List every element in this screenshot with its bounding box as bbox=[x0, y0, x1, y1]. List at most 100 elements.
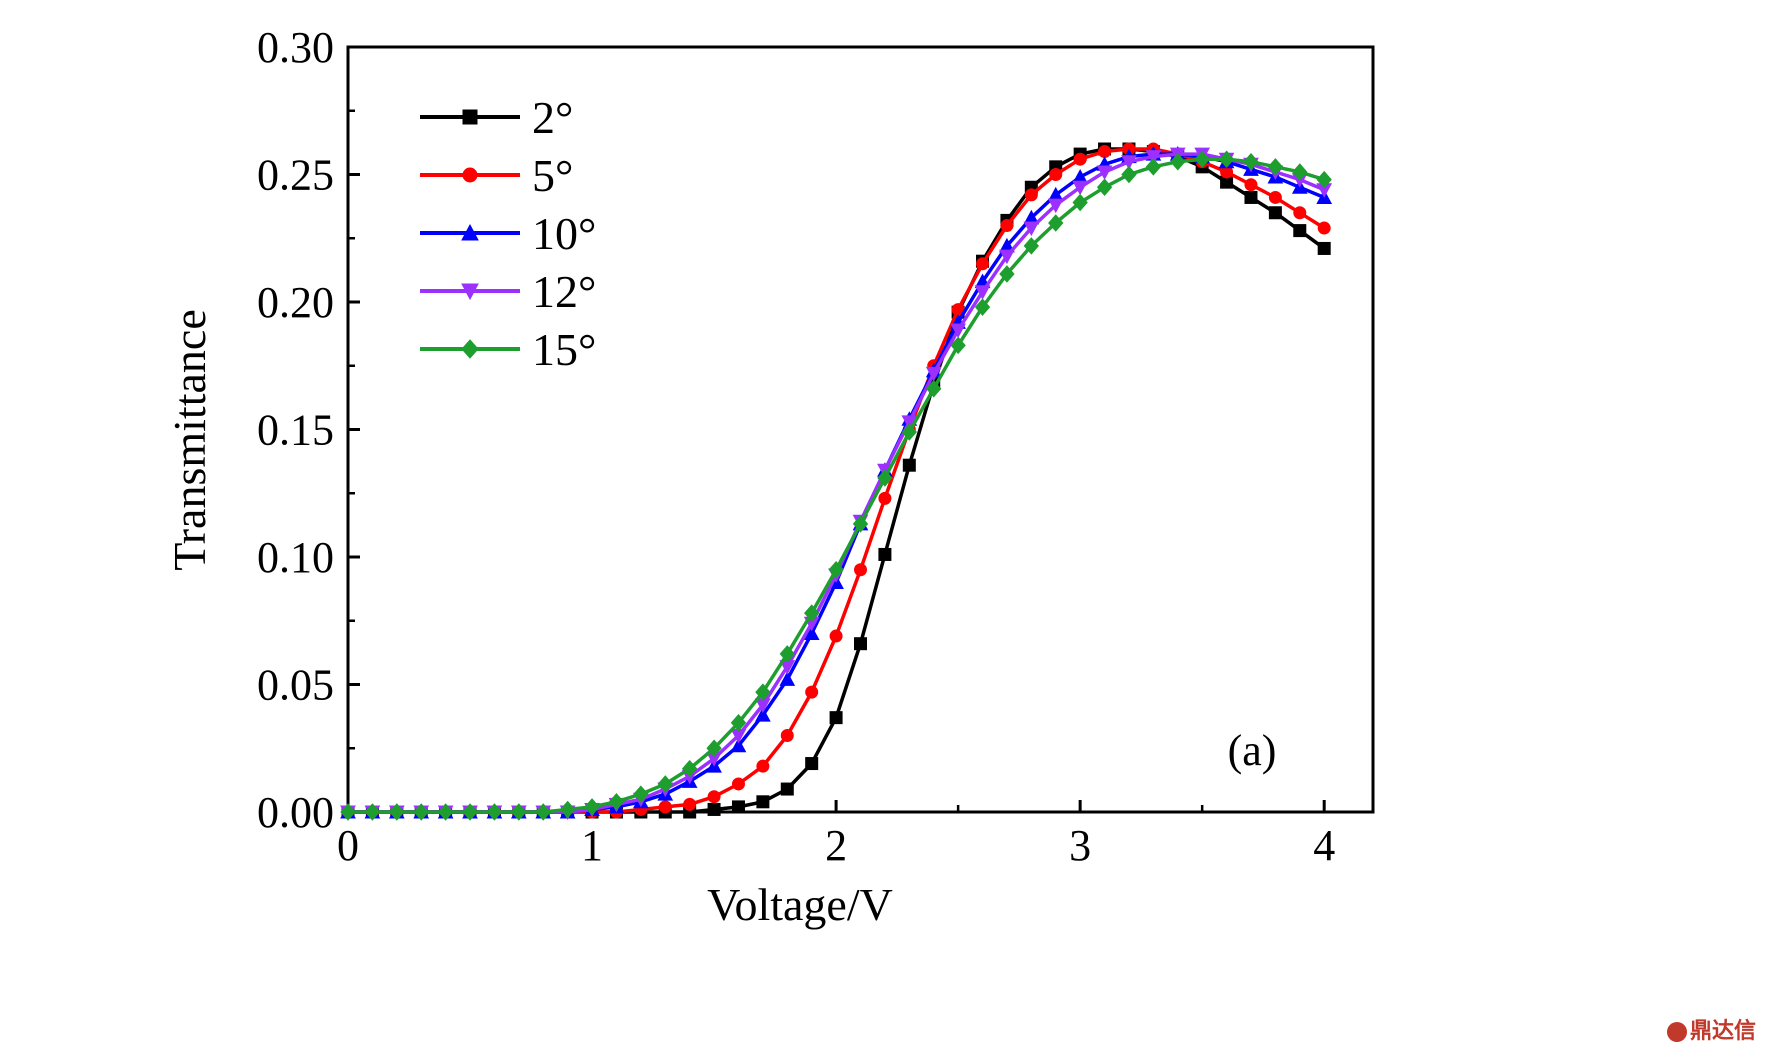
data-point bbox=[1218, 150, 1235, 168]
data-point bbox=[950, 323, 966, 339]
data-point bbox=[1072, 180, 1088, 196]
data-point bbox=[461, 339, 479, 359]
data-point bbox=[1293, 224, 1307, 238]
data-point bbox=[999, 265, 1015, 283]
legend-item: 10° bbox=[420, 208, 596, 259]
data-point bbox=[1024, 188, 1038, 202]
panel-label: (a) bbox=[1228, 726, 1277, 775]
legend-item: 15° bbox=[420, 324, 596, 375]
data-point bbox=[437, 803, 454, 821]
data-point bbox=[1244, 178, 1258, 192]
data-point bbox=[756, 759, 770, 773]
data-point bbox=[877, 469, 893, 487]
data-point bbox=[1268, 190, 1282, 204]
y-tick-label: 0.30 bbox=[257, 23, 334, 72]
data-point bbox=[658, 800, 672, 814]
data-point bbox=[462, 109, 478, 125]
data-point bbox=[829, 711, 843, 725]
data-point bbox=[901, 423, 917, 441]
data-point bbox=[730, 737, 747, 753]
data-point bbox=[1145, 158, 1162, 176]
data-point bbox=[1121, 155, 1137, 170]
axis-tick-labels: 0 1 2 3 4 0.00 0.05 0.10 0.15 0.20 0.25 0.30 bbox=[257, 23, 1335, 870]
series-4 bbox=[340, 150, 1332, 821]
data-point bbox=[780, 782, 794, 796]
data-point bbox=[878, 547, 892, 561]
data-point bbox=[805, 757, 819, 771]
data-point bbox=[974, 285, 991, 300]
data-point bbox=[462, 803, 478, 821]
y-axis-title: Transmittance bbox=[164, 309, 215, 571]
data-point bbox=[926, 379, 942, 398]
data-point bbox=[608, 793, 625, 811]
x-axis-title: Voltage/V bbox=[707, 879, 893, 930]
legend-label: 12° bbox=[532, 266, 596, 317]
data-point bbox=[756, 795, 770, 809]
data-point bbox=[706, 739, 722, 758]
x-tick-label: 4 bbox=[1313, 821, 1335, 870]
data-point bbox=[1072, 193, 1088, 212]
data-point bbox=[1000, 219, 1014, 232]
data-point bbox=[829, 629, 843, 643]
data-point bbox=[828, 560, 844, 579]
x-tick-label: 3 bbox=[1069, 821, 1091, 870]
data-point bbox=[878, 491, 892, 505]
data-point bbox=[779, 671, 796, 686]
data-point bbox=[1317, 241, 1331, 255]
data-point bbox=[755, 707, 771, 722]
data-point bbox=[340, 803, 356, 821]
y-tick-label: 0.15 bbox=[257, 406, 334, 455]
data-point bbox=[1317, 221, 1331, 235]
x-tick-label: 2 bbox=[825, 821, 847, 870]
data-point bbox=[707, 790, 721, 804]
series-0 bbox=[341, 142, 1331, 819]
data-point bbox=[413, 803, 429, 821]
data-series bbox=[340, 142, 1333, 821]
data-point bbox=[462, 167, 478, 183]
y-tick-label: 0.00 bbox=[257, 788, 334, 837]
legend-item: 2° bbox=[420, 92, 573, 143]
legend: 2° 5° 10° 12° 15° bbox=[420, 92, 596, 375]
y-tick-label: 0.05 bbox=[257, 661, 334, 710]
data-point bbox=[633, 785, 649, 803]
data-point bbox=[804, 604, 820, 622]
data-point bbox=[707, 802, 721, 816]
data-point bbox=[730, 713, 747, 732]
data-point bbox=[731, 777, 745, 791]
legend-label: 15° bbox=[532, 324, 596, 375]
legend-item: 12° bbox=[420, 266, 596, 317]
data-point bbox=[1073, 152, 1087, 166]
data-point bbox=[976, 257, 990, 271]
x-tick-label: 0 bbox=[337, 821, 359, 870]
data-point bbox=[535, 803, 551, 821]
data-point bbox=[1049, 168, 1063, 181]
watermark: 鼎达信 bbox=[1666, 1013, 1756, 1045]
data-point bbox=[559, 800, 576, 819]
data-point bbox=[950, 336, 966, 355]
data-point bbox=[486, 803, 503, 821]
data-point bbox=[461, 283, 479, 301]
data-point bbox=[755, 683, 771, 701]
legend-item: 5° bbox=[420, 150, 573, 201]
data-point bbox=[779, 645, 795, 663]
data-point bbox=[1096, 178, 1113, 197]
data-point bbox=[1023, 221, 1040, 237]
data-point bbox=[584, 798, 600, 816]
data-point bbox=[461, 223, 479, 241]
data-point bbox=[1268, 206, 1282, 220]
data-point bbox=[389, 803, 405, 821]
data-point bbox=[780, 729, 794, 742]
data-point bbox=[1244, 190, 1258, 204]
data-point bbox=[1267, 158, 1284, 176]
y-tick-label: 0.25 bbox=[257, 151, 334, 200]
data-point bbox=[1293, 206, 1307, 220]
data-point bbox=[852, 515, 869, 533]
data-point bbox=[1316, 170, 1332, 189]
legend-label: 2° bbox=[532, 92, 573, 143]
data-point bbox=[1096, 165, 1113, 181]
data-point bbox=[854, 563, 867, 577]
data-point bbox=[902, 458, 916, 472]
data-point bbox=[999, 249, 1015, 265]
legend-label: 5° bbox=[532, 150, 573, 201]
data-point bbox=[1098, 145, 1112, 159]
